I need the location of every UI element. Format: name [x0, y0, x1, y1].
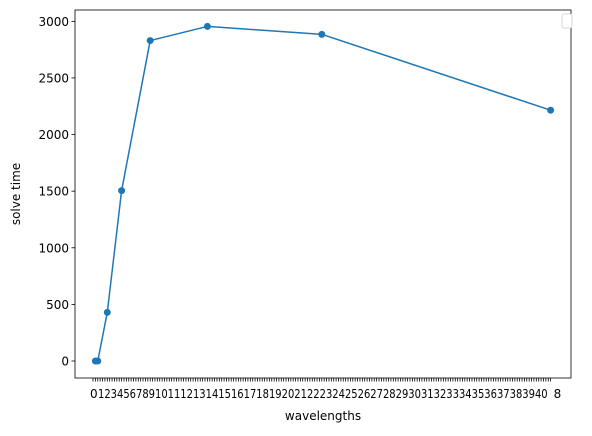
x-tick-label-first: 0: [90, 387, 98, 401]
data-point: [104, 309, 111, 316]
legend-box: [562, 14, 572, 28]
y-tick-label: 1500: [38, 185, 69, 199]
data-point: [118, 187, 125, 194]
data-point: [204, 23, 211, 30]
y-tick-label: 2000: [38, 128, 69, 142]
x-tick-label-last: 8: [554, 387, 562, 401]
y-tick-label: 0: [61, 355, 69, 369]
x-axis-label: wavelengths: [285, 409, 361, 423]
x-ticks: 0 123456789101112131415161718192021222324…: [90, 378, 561, 401]
data-point: [318, 31, 325, 38]
y-ticks: 0 500 1000 1500 2000 2500 3000: [38, 15, 75, 369]
y-tick-label: 3000: [38, 15, 69, 29]
y-axis-label: solve time: [9, 163, 23, 225]
y-tick-label: 500: [46, 298, 69, 312]
data-point: [147, 37, 154, 44]
plot-area: [75, 10, 571, 378]
x-tick-label-cluster: 1234567891011121314151617181920212223242…: [98, 387, 548, 401]
y-tick-label: 2500: [38, 71, 69, 85]
y-tick-label: 1000: [38, 241, 69, 255]
data-point: [547, 107, 554, 114]
data-point: [94, 358, 101, 365]
